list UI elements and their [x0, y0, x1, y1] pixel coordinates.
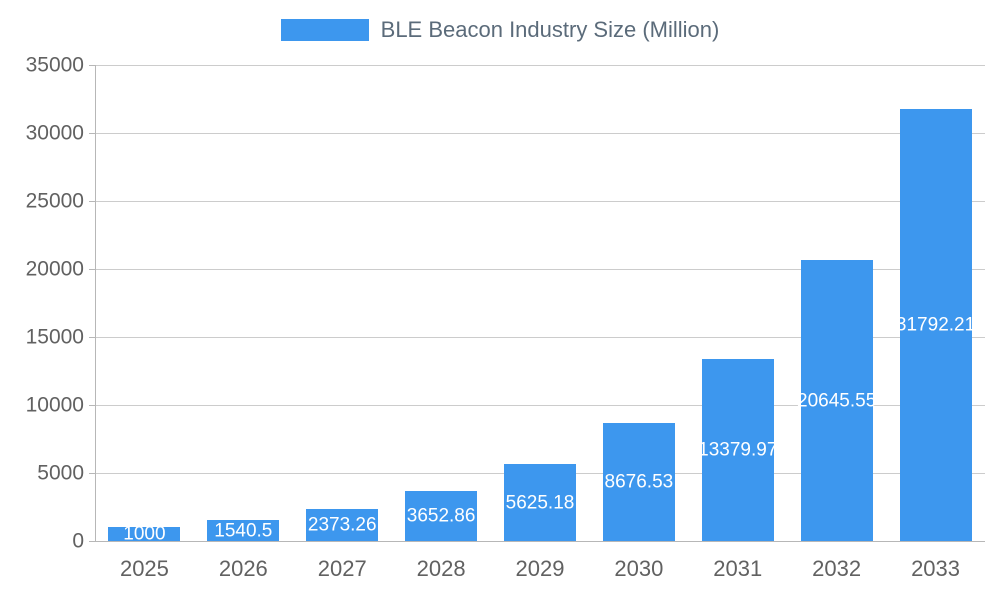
- bar-2033[interactable]: [899, 108, 972, 541]
- y-axis-tick-label: 15000: [25, 325, 84, 349]
- y-axis-tick-label: 10000: [25, 393, 84, 417]
- y-axis-tick: [89, 337, 95, 338]
- bar-value-label: 2373.26: [307, 514, 377, 536]
- bar-2031[interactable]: [701, 359, 774, 541]
- y-gridline: [95, 65, 985, 66]
- y-axis-tick-label: 25000: [25, 189, 84, 213]
- x-axis-tick-label: 2032: [812, 556, 862, 581]
- y-gridline: [95, 337, 985, 338]
- y-axis-line: [95, 65, 96, 541]
- bar-2032[interactable]: [800, 260, 873, 541]
- x-axis-tick-label: 2025: [119, 556, 169, 581]
- y-gridline: [95, 405, 985, 406]
- y-axis-tick: [89, 405, 95, 406]
- y-gridline: [95, 133, 985, 134]
- x-axis-tick-label: 2033: [911, 556, 961, 581]
- y-axis-tick-label: 35000: [25, 53, 84, 77]
- y-axis-tick: [89, 133, 95, 134]
- y-axis-tick-label: 20000: [25, 257, 84, 281]
- bar-2027[interactable]: [306, 508, 379, 541]
- y-axis-tick: [89, 541, 95, 542]
- chart-legend: BLE Beacon Industry Size (Million): [0, 19, 1000, 41]
- bar-2030[interactable]: [602, 422, 675, 541]
- legend-series-label[interactable]: BLE Beacon Industry Size (Million): [380, 17, 720, 42]
- bar-value-label: 1000: [123, 523, 166, 545]
- y-axis-tick: [89, 269, 95, 270]
- x-axis-tick-label: 2029: [515, 556, 565, 581]
- x-axis-tick-label: 2027: [317, 556, 367, 581]
- bar-value-label: 1540.5: [214, 520, 273, 542]
- bar-value-label: 13379.97: [698, 439, 778, 461]
- y-gridline: [95, 201, 985, 202]
- bar-2025[interactable]: [108, 527, 181, 541]
- bar-2028[interactable]: [405, 491, 478, 541]
- x-axis-line: [95, 541, 985, 542]
- y-axis-tick-label: 30000: [25, 121, 84, 145]
- bar-value-label: 3652.86: [406, 505, 476, 527]
- bar-value-label: 5625.18: [505, 492, 575, 514]
- bar-2029[interactable]: [504, 464, 576, 541]
- y-axis-tick-label: 0: [72, 529, 84, 553]
- x-axis-tick-label: 2026: [218, 556, 268, 581]
- legend-swatch[interactable]: [280, 19, 369, 41]
- x-axis-tick-label: 2031: [713, 556, 763, 581]
- bar-value-label: 20645.55: [797, 390, 877, 412]
- y-axis-tick: [89, 65, 95, 66]
- bar-value-label: 8676.53: [604, 471, 674, 493]
- y-axis-tick: [89, 473, 95, 474]
- x-axis-tick-label: 2028: [416, 556, 466, 581]
- y-axis-tick-label: 5000: [37, 461, 84, 485]
- bar-value-label: 31792.21: [895, 314, 976, 336]
- y-axis-tick: [89, 201, 95, 202]
- y-gridline: [95, 269, 985, 270]
- bar-2026[interactable]: [207, 520, 280, 541]
- x-axis-tick-label: 2030: [614, 556, 664, 581]
